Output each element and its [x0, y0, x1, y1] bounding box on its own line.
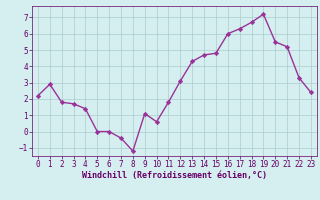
- X-axis label: Windchill (Refroidissement éolien,°C): Windchill (Refroidissement éolien,°C): [82, 171, 267, 180]
